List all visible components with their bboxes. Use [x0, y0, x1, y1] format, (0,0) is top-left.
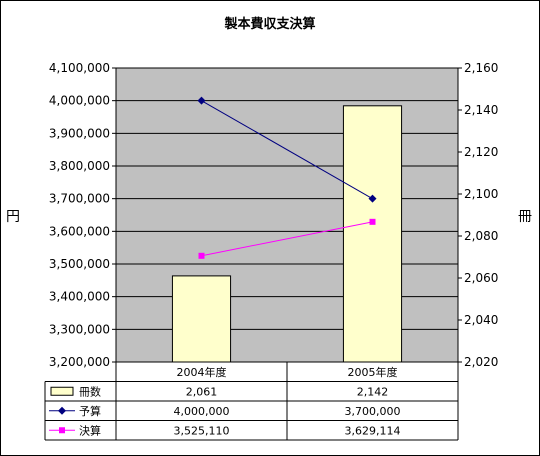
- legend-label: 予算: [79, 404, 101, 418]
- marker-diamond: [197, 96, 206, 105]
- left-tick-label: 4,000,000: [49, 94, 110, 108]
- table-value: 3,525,110: [174, 424, 230, 437]
- table-value: 3,629,114: [345, 424, 401, 437]
- left-tick-label: 3,200,000: [49, 355, 110, 369]
- right-tick-label: 2,080: [464, 229, 498, 243]
- left-tick-label: 3,400,000: [49, 290, 110, 304]
- left-tick-label: 3,300,000: [49, 322, 110, 336]
- left-tick-label: 3,600,000: [49, 224, 110, 238]
- left-tick-label: 3,900,000: [49, 126, 110, 140]
- bar-2: [342, 105, 403, 363]
- right-axis: 2,020 2,040 2,060 2,080 2,100 2,120 2,140 2,160: [458, 61, 498, 369]
- table-value: 4,000,000: [174, 405, 230, 418]
- left-axis-title: 円: [6, 209, 20, 225]
- chart-title: 製本費収支決算: [223, 16, 315, 32]
- right-tick-label: 2,040: [464, 313, 498, 327]
- series-line-1: [201, 100, 373, 200]
- left-tick-label: 3,800,000: [49, 159, 110, 173]
- right-tick-label: 2,060: [464, 271, 498, 285]
- table-value: 2,061: [186, 385, 218, 398]
- category-label: 2004年度: [177, 365, 227, 379]
- plot-background: [115, 67, 459, 363]
- left-tick-label: 4,100,000: [49, 61, 110, 75]
- legend-label: 決算: [79, 423, 101, 437]
- right-tick-label: 2,140: [464, 103, 498, 117]
- left-tick-label: 3,500,000: [49, 257, 110, 271]
- legend-label: 冊数: [79, 385, 101, 398]
- marker-diamond: [368, 194, 377, 203]
- right-axis-title: 冊: [518, 209, 532, 225]
- right-tick-label: 2,100: [464, 187, 498, 201]
- marker-square: [369, 218, 376, 225]
- legend-key-marker: [58, 406, 66, 415]
- left-axis: 3,200,000 3,300,000 3,400,000 3,500,000 3,60…: [49, 61, 116, 369]
- left-tick-label: 3,700,000: [49, 192, 110, 206]
- bar-1: [171, 275, 232, 363]
- plot-area: [115, 67, 459, 363]
- table-value: 2,142: [357, 385, 389, 398]
- table-value: 3,700,000: [345, 405, 401, 418]
- category-label: 2005年度: [348, 365, 398, 379]
- series-line-2: [201, 221, 373, 257]
- legend-key-marker: [59, 427, 65, 434]
- legend-key-bar: [50, 386, 74, 396]
- right-tick-label: 2,160: [464, 61, 498, 75]
- right-tick-label: 2,120: [464, 145, 498, 159]
- marker-square: [198, 252, 205, 259]
- right-tick-label: 2,020: [464, 355, 498, 369]
